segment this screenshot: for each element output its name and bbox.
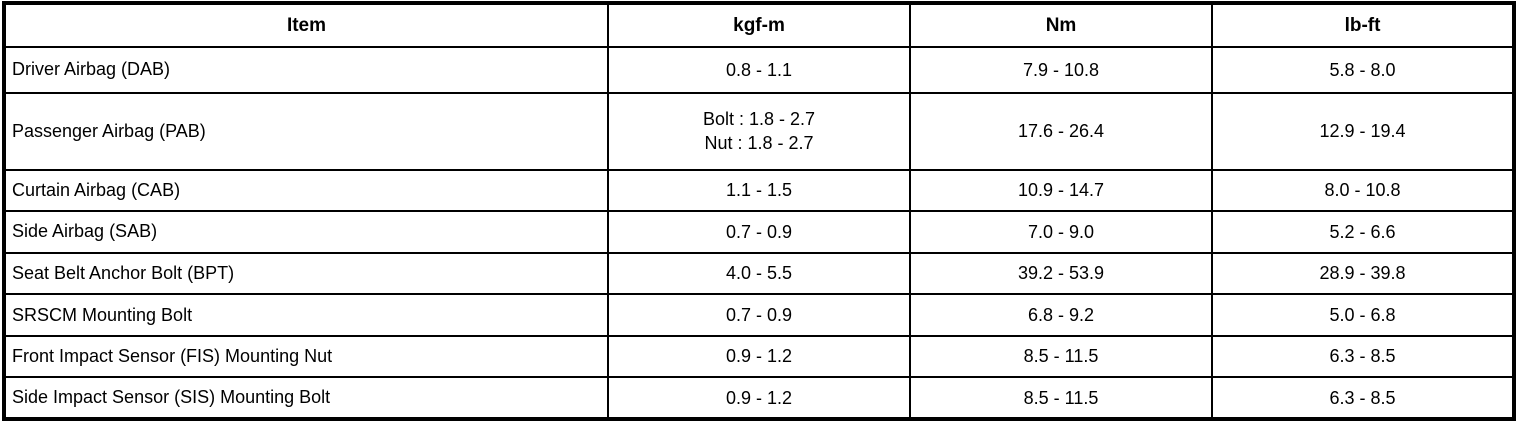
nm-cell: 8.5 - 11.5 xyxy=(909,376,1213,420)
lbft-cell: 5.2 - 6.6 xyxy=(1211,210,1515,254)
item-cell: SRSCM Mounting Bolt xyxy=(3,293,609,337)
item-cell: Passenger Airbag (PAB) xyxy=(3,91,609,171)
kgfm-cell: 0.7 - 0.9 xyxy=(607,210,911,254)
lbft-cell: 12.9 - 19.4 xyxy=(1211,91,1515,171)
lbft-cell: 28.9 - 39.8 xyxy=(1211,251,1515,296)
table-row: Front Impact Sensor (FIS) Mounting Nut 0… xyxy=(3,334,1515,379)
nm-cell: 17.6 - 26.4 xyxy=(909,91,1213,171)
table-row: Curtain Airbag (CAB) 1.1 - 1.5 10.9 - 14… xyxy=(3,168,1515,213)
lbft-cell: 8.0 - 10.8 xyxy=(1211,168,1515,213)
kgfm-cell: Bolt : 1.8 - 2.7 Nut : 1.8 - 2.7 xyxy=(607,91,911,171)
item-cell: Side Airbag (SAB) xyxy=(3,210,609,254)
lbft-cell: 5.0 - 6.8 xyxy=(1211,293,1515,337)
kgfm-cell: 0.9 - 1.2 xyxy=(607,376,911,420)
kgfm-cell: 0.8 - 1.1 xyxy=(607,46,911,94)
table-row: SRSCM Mounting Bolt 0.7 - 0.9 6.8 - 9.2 … xyxy=(3,293,1515,337)
table-row: Side Airbag (SAB) 0.7 - 0.9 7.0 - 9.0 5.… xyxy=(3,210,1515,254)
nm-cell: 39.2 - 53.9 xyxy=(909,251,1213,296)
item-cell: Curtain Airbag (CAB) xyxy=(3,168,609,213)
kgfm-cell: 0.9 - 1.2 xyxy=(607,334,911,379)
lbft-cell: 6.3 - 8.5 xyxy=(1211,376,1515,420)
header-row: Item kgf-m Nm lb-ft xyxy=(3,2,1515,48)
item-cell: Side Impact Sensor (SIS) Mounting Bolt xyxy=(3,376,609,420)
item-cell: Seat Belt Anchor Bolt (BPT) xyxy=(3,251,609,296)
column-header-item: Item xyxy=(3,2,609,48)
item-cell: Driver Airbag (DAB) xyxy=(3,46,609,94)
nm-cell: 6.8 - 9.2 xyxy=(909,293,1213,337)
item-cell: Front Impact Sensor (FIS) Mounting Nut xyxy=(3,334,609,379)
column-header-nm: Nm xyxy=(909,2,1213,48)
nm-cell: 8.5 - 11.5 xyxy=(909,334,1213,379)
column-header-lbft: lb-ft xyxy=(1211,2,1515,48)
nm-cell: 10.9 - 14.7 xyxy=(909,168,1213,213)
column-header-kgfm: kgf-m xyxy=(607,2,911,48)
table-row: Driver Airbag (DAB) 0.8 - 1.1 7.9 - 10.8… xyxy=(3,46,1515,94)
nm-cell: 7.9 - 10.8 xyxy=(909,46,1213,94)
lbft-cell: 6.3 - 8.5 xyxy=(1211,334,1515,379)
table-row: Passenger Airbag (PAB) Bolt : 1.8 - 2.7 … xyxy=(3,91,1515,171)
lbft-cell: 5.8 - 8.0 xyxy=(1211,46,1515,94)
kgfm-cell: 1.1 - 1.5 xyxy=(607,168,911,213)
table-row: Side Impact Sensor (SIS) Mounting Bolt 0… xyxy=(3,376,1515,420)
table-row: Seat Belt Anchor Bolt (BPT) 4.0 - 5.5 39… xyxy=(3,251,1515,296)
nm-cell: 7.0 - 9.0 xyxy=(909,210,1213,254)
kgfm-cell: 0.7 - 0.9 xyxy=(607,293,911,337)
kgfm-cell: 4.0 - 5.5 xyxy=(607,251,911,296)
